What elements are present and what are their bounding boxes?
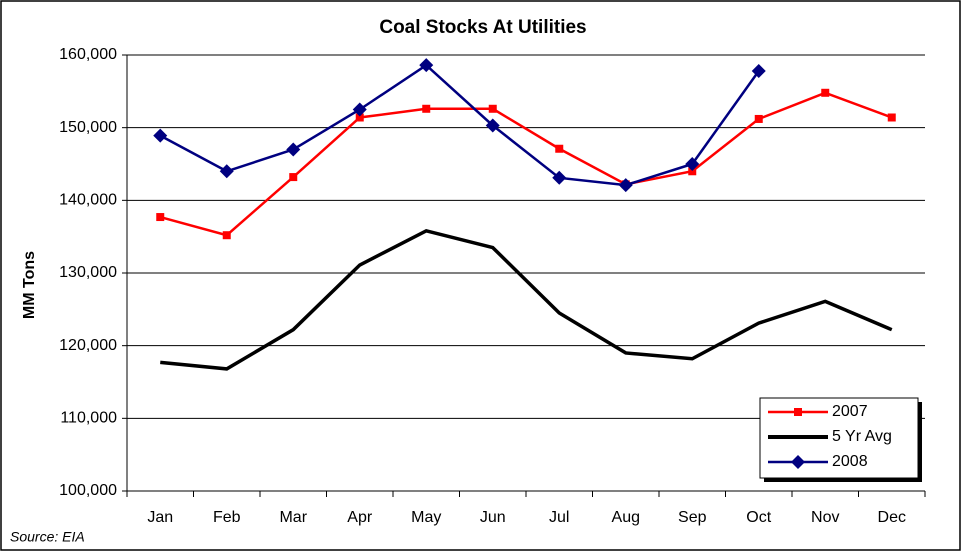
x-tick-label: Mar [279,509,307,526]
legend-marker [794,408,802,416]
data-point [552,170,567,185]
x-tick-label: Jul [549,509,569,526]
data-point [156,213,165,222]
data-point [422,104,431,113]
x-tick-label: Dec [878,509,906,526]
data-point [485,118,500,133]
x-tick-label: Aug [612,509,640,526]
data-point [222,231,231,240]
data-point [751,63,766,78]
series-line [159,91,893,237]
y-tick-label: 100,000 [59,482,117,499]
data-point [219,164,234,179]
data-point [887,113,896,122]
data-point [618,178,633,193]
data-point [286,142,301,157]
y-tick-label: 160,000 [59,46,117,63]
source: Source: EIA [10,529,85,545]
data-point [688,167,697,176]
data-point [555,144,564,153]
data-point [419,58,434,73]
data-point [754,114,763,123]
legend-label: 2008 [832,453,868,470]
series-line [159,63,760,187]
x-tick-label: Jun [480,509,506,526]
series-line [160,228,893,371]
data-point [289,173,298,182]
data-point [488,104,497,113]
legend-marker [791,455,805,469]
data-point [821,88,830,97]
y-tick-label: 110,000 [60,410,117,427]
x-tick-label: Jan [147,509,173,526]
chart-title: Coal Stocks At Utilities [379,17,586,38]
x-tick-label: Oct [746,509,771,526]
data-point [355,113,364,122]
x-tick-label: May [411,509,441,526]
x-tick-label: Nov [811,509,839,526]
data-point [685,157,700,171]
y-tick-label: 130,000 [59,264,117,281]
x-tick-label: Apr [347,509,373,526]
data-point [153,128,168,143]
x-tick-label: Sep [678,509,707,526]
x-tick-label: Feb [213,509,241,526]
y-tick-label: 120,000 [59,337,117,354]
legend-label: 2007 [832,403,868,420]
y-tick-label: 140,000 [59,192,117,209]
y-tick-label: 150,000 [59,119,117,136]
y-axis-label: MM Tons [21,251,38,319]
data-point [352,102,367,117]
legend-label: 5 Yr Avg [832,428,892,445]
